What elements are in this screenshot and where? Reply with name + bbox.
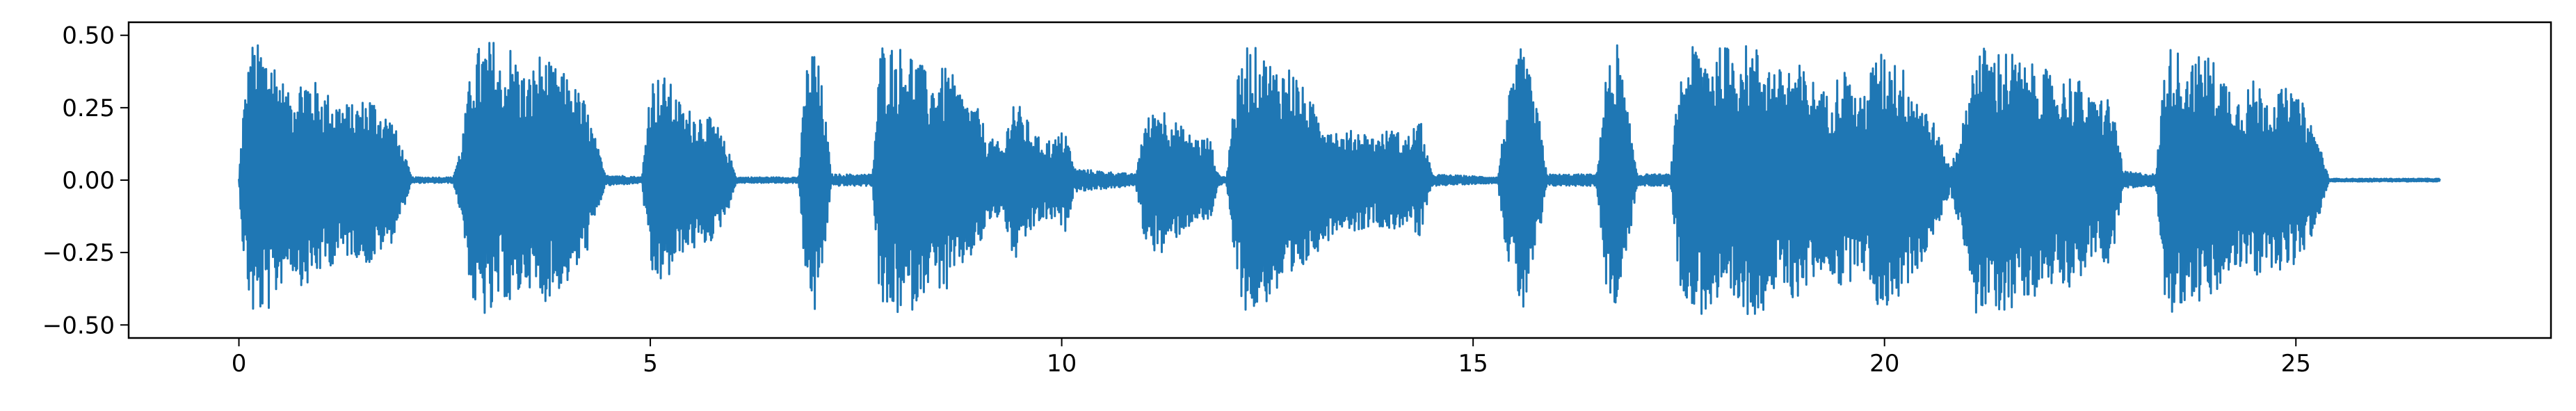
axis-ticks: 0 5 10 15 20 25 0.50 0.25 0.00 −0.25 −0.50 (42, 22, 2311, 378)
x-tick-label: 0 (232, 350, 247, 378)
series-waveform-line (238, 42, 2441, 315)
y-tick-label: 0.50 (62, 22, 115, 50)
x-tick-label: 15 (1458, 350, 1488, 378)
axes-frame (127, 21, 2552, 339)
y-tick-label: −0.25 (42, 239, 115, 267)
x-tick-label: 20 (1869, 350, 1899, 378)
y-tick-label: 0.25 (62, 95, 115, 122)
x-tick-label: 10 (1047, 350, 1077, 378)
x-tick-label: 25 (2281, 350, 2311, 378)
y-tick-label: 0.00 (62, 167, 115, 195)
x-tick-label: 5 (643, 350, 658, 378)
y-tick-label: −0.50 (42, 312, 115, 339)
